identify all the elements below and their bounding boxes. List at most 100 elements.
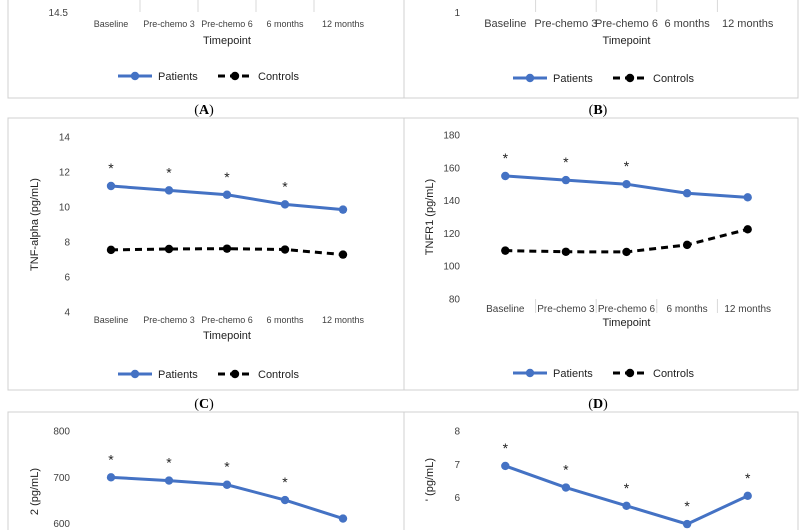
x-tick-label: Pre-chemo 3 xyxy=(534,18,597,30)
x-tick-label: Baseline xyxy=(94,19,129,29)
y-tick-label: 12 xyxy=(59,168,71,179)
y-tick-label: 100 xyxy=(443,262,460,273)
caption-paren-close: ) xyxy=(603,103,608,118)
data-point-controls xyxy=(164,244,174,254)
x-tick-label: Baseline xyxy=(94,315,129,325)
y-tick-label: 7 xyxy=(454,460,460,471)
significance-star: * xyxy=(282,178,288,194)
significance-star: * xyxy=(282,474,288,490)
y-tick-label: 4 xyxy=(64,308,70,319)
caption-paren-open: ( xyxy=(194,103,199,118)
y-tick-label: 120 xyxy=(443,229,460,240)
data-point-patients xyxy=(280,495,290,505)
caption-c: (C) xyxy=(194,397,214,412)
caption-paren-open: ( xyxy=(589,103,594,118)
y-tick-label: 6 xyxy=(454,493,460,504)
series-line-controls xyxy=(110,247,344,257)
legend-label-patients: Patients xyxy=(158,71,198,83)
panel-f-frame xyxy=(403,411,799,530)
caption-letter: B xyxy=(593,103,602,118)
y-tick-label: 8 xyxy=(454,427,460,438)
data-point-patients xyxy=(682,519,692,529)
legend-label-controls: Controls xyxy=(258,369,299,381)
data-point-patients xyxy=(106,473,116,482)
data-point-patients xyxy=(338,205,348,214)
x-axis-title: Timepoint xyxy=(203,35,251,47)
x-tick-label: Pre-chemo 6 xyxy=(595,18,658,30)
data-point-patients xyxy=(561,175,571,185)
significance-star: * xyxy=(624,480,630,496)
panel-d: 80 100 120 140 160 180 TNFR1 (pg/mL) Baseline Pr… xyxy=(403,117,799,391)
x-tick-label: 12 months xyxy=(722,18,774,30)
x-tick-label: Baseline xyxy=(484,18,526,30)
x-axis-title: Timepoint xyxy=(603,317,651,329)
significance-star: * xyxy=(224,459,230,475)
legend-marker-patients xyxy=(525,73,535,83)
data-point-patients xyxy=(622,180,631,189)
x-tick-label: Pre-chemo 6 xyxy=(598,304,656,315)
data-point-controls xyxy=(106,245,116,255)
y-tick-label: 600 xyxy=(53,519,70,530)
legend-marker-controls xyxy=(625,73,635,83)
data-point-patients xyxy=(164,476,174,485)
y-axis-title: 2 (pg/mL) xyxy=(29,468,41,515)
legend-marker-controls xyxy=(230,369,240,379)
legend-label-controls: Controls xyxy=(653,368,694,380)
data-point-patients xyxy=(501,461,510,471)
data-point-patients xyxy=(164,186,174,195)
data-point-patients xyxy=(682,189,692,198)
panel-c-frame xyxy=(7,117,405,391)
legend-marker-patients xyxy=(130,71,140,81)
data-point-patients xyxy=(501,171,510,181)
data-point-controls xyxy=(501,246,510,255)
y-tick-label: 10 xyxy=(59,203,71,214)
x-tick-label: 6 months xyxy=(266,315,304,325)
legend-label-patients: Patients xyxy=(553,73,593,85)
y-axis-title: ' (pg/mL) xyxy=(424,458,436,501)
significance-star: * xyxy=(563,154,569,170)
y-tick-label: 160 xyxy=(443,163,460,174)
x-tick-label: Pre-chemo 3 xyxy=(143,315,195,325)
y-axis-title: TNFR1 (pg/mL) xyxy=(424,179,436,255)
data-point-patients xyxy=(222,190,232,199)
caption-b: (B) xyxy=(589,103,608,118)
caption-paren-open: ( xyxy=(588,397,593,412)
data-point-controls xyxy=(222,244,232,253)
panel-d-frame xyxy=(403,117,799,391)
panel-e-frame xyxy=(7,411,405,530)
x-tick-label: Baseline xyxy=(486,304,525,315)
y-tick-label: 140 xyxy=(443,196,460,207)
legend-marker-patients xyxy=(525,368,535,378)
panel-f: 6 7 8 ' (pg/mL) * * * * * xyxy=(403,411,799,530)
data-point-patients xyxy=(106,181,116,191)
significance-star: * xyxy=(166,164,172,180)
x-axis-title: Timepoint xyxy=(603,35,651,47)
x-tick-label: 12 months xyxy=(322,315,365,325)
significance-star: * xyxy=(503,150,509,166)
significance-star: * xyxy=(224,169,230,185)
data-point-controls xyxy=(338,250,348,259)
x-axis-title: Timepoint xyxy=(203,330,251,342)
caption-paren-close: ) xyxy=(603,397,608,412)
y-axis-title: TNF-alpha (pg/mL) xyxy=(29,178,41,271)
data-point-patients xyxy=(338,514,348,523)
x-tick-label: Pre-chemo 3 xyxy=(537,304,595,315)
data-point-patients xyxy=(222,480,232,489)
y-tick-label: 6 xyxy=(64,273,70,284)
y-tick-label: 14.5 xyxy=(49,8,69,19)
significance-star: * xyxy=(684,498,690,514)
panel-b-frame xyxy=(403,0,799,99)
y-tick-label: 8 xyxy=(64,238,70,249)
legend-label-controls: Controls xyxy=(258,71,299,83)
data-point-patients xyxy=(561,483,571,492)
y-tick-label: 180 xyxy=(443,131,460,142)
legend-label-controls: Controls xyxy=(653,73,694,85)
y-tick-label: 80 xyxy=(449,295,461,306)
panel-c: 4 6 8 10 12 14 TNF-alpha (pg/mL) Baseline Pre-ch… xyxy=(7,117,405,391)
significance-star: * xyxy=(166,455,172,471)
caption-letter: C xyxy=(199,397,209,412)
y-tick-label: 14 xyxy=(59,133,71,144)
caption-letter: A xyxy=(199,103,210,118)
